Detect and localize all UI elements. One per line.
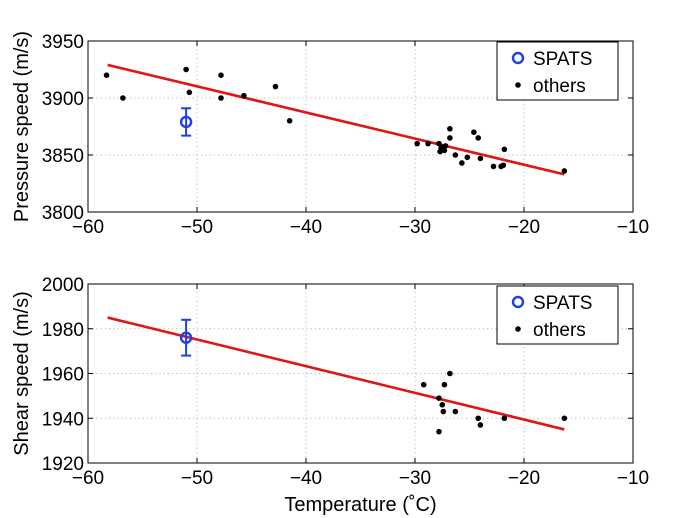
others-point (414, 140, 420, 147)
others-point (500, 162, 507, 169)
others-point (436, 395, 442, 401)
axes-box (87, 40, 634, 213)
y-tick-label: 3850 (42, 146, 84, 167)
legend-others-marker (515, 326, 521, 332)
x-tick-label: −40 (290, 217, 322, 238)
others-point (218, 95, 224, 101)
x-tick-label: −30 (399, 217, 431, 238)
others-point (441, 147, 448, 154)
x-tick-label: −10 (617, 468, 649, 489)
others-point (420, 381, 427, 388)
others-point (490, 163, 497, 170)
x-tick-label: −30 (399, 468, 431, 489)
x-tick-label: −20 (508, 217, 540, 238)
others-point (447, 125, 453, 132)
others-point (447, 135, 453, 141)
x-tick-label: −10 (617, 217, 649, 238)
y-axis-label: Pressure speed (m/s) (11, 31, 33, 222)
x-tick-label: −50 (181, 468, 213, 489)
others-point (452, 152, 459, 158)
y-tick-label: 1960 (42, 365, 84, 386)
y-tick-label: 1940 (42, 409, 84, 430)
others-point (464, 154, 471, 161)
spats-point (179, 331, 193, 344)
others-point (459, 160, 465, 166)
y-tick-label: 3950 (42, 32, 84, 53)
others-point (447, 370, 453, 377)
others-point (436, 140, 442, 147)
legend-label: others (533, 76, 586, 97)
others-point (501, 415, 508, 422)
legend-label: others (533, 320, 586, 341)
others-point (425, 140, 431, 147)
axes-panel-2 (87, 283, 634, 464)
others-point (436, 428, 442, 435)
axes-panel-1 (87, 40, 634, 213)
x-tick-label: −20 (508, 468, 540, 489)
others-point (103, 72, 110, 78)
legend-box (496, 285, 619, 345)
x-tick-label: −60 (72, 468, 104, 489)
others-point (477, 422, 484, 428)
others-point (475, 135, 482, 141)
x-tick-label: −40 (290, 468, 322, 489)
others-point (183, 66, 189, 73)
y-tick-label: 3800 (42, 203, 84, 224)
others-point (477, 155, 484, 162)
legend-label: SPATS (533, 293, 592, 314)
y-axis-label: Shear speed (m/s) (11, 291, 33, 456)
others-point (561, 168, 568, 174)
legend-others-marker (515, 82, 521, 88)
others-point (286, 118, 293, 124)
spats-point (179, 115, 193, 129)
others-point (272, 83, 279, 90)
legend-label: SPATS (533, 49, 592, 70)
others-point (439, 402, 446, 408)
others-point (440, 408, 447, 415)
others-point (561, 415, 568, 422)
others-point (437, 148, 443, 155)
x-tick-label: −50 (181, 217, 213, 238)
y-tick-label: 1980 (42, 320, 84, 341)
legend-spats-marker (511, 295, 525, 309)
others-point (441, 381, 448, 388)
fit-line (107, 316, 565, 431)
others-point (501, 146, 508, 153)
x-axis-label: Temperature (˚C) (284, 494, 436, 516)
others-point (186, 89, 193, 96)
others-point (241, 92, 247, 99)
others-point (475, 415, 482, 422)
fit-line (107, 63, 565, 176)
y-tick-label: 3900 (42, 89, 84, 110)
others-point (471, 129, 477, 135)
y-tick-label: 1920 (42, 454, 84, 475)
others-point (120, 95, 126, 101)
legend-spats-marker (511, 51, 525, 65)
legend-box (496, 41, 619, 101)
x-tick-label: −60 (72, 217, 104, 238)
y-tick-label: 2000 (42, 275, 84, 296)
others-point (442, 143, 449, 149)
others-point (218, 72, 224, 78)
others-point (452, 408, 459, 415)
